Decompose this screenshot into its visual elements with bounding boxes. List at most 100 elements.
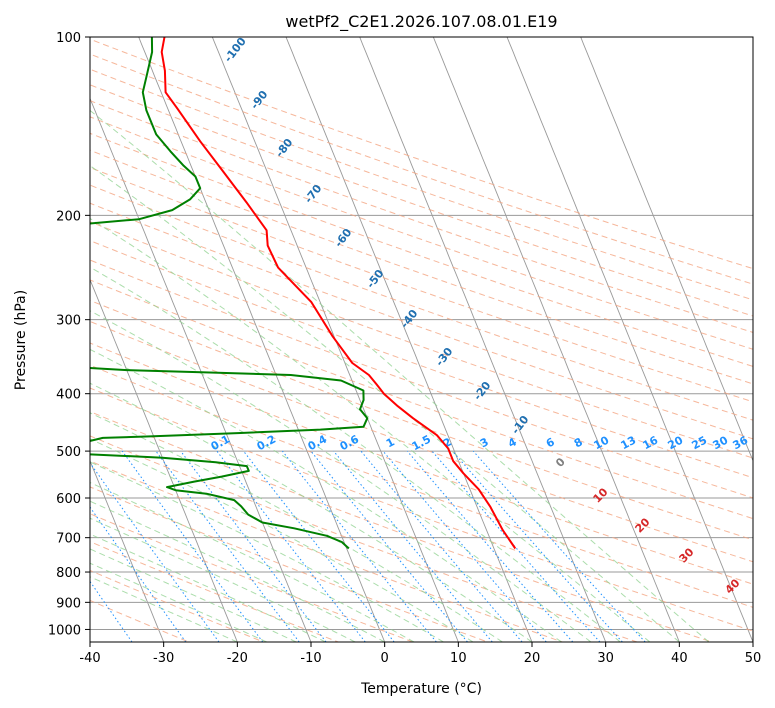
x-tick-label: -40 — [79, 651, 100, 666]
dry-adiabat-line — [90, 221, 753, 459]
dry-adiabat-line — [90, 84, 753, 317]
moist-adiabat-label: 30 — [677, 545, 697, 565]
dry-adiabat-label: -100 — [222, 35, 249, 65]
mixing-ratio-label: 1 — [384, 435, 397, 450]
moist-adiabat-line — [90, 461, 444, 642]
mixing-ratio-label: 6 — [544, 435, 557, 450]
dry-adiabat-label: -80 — [273, 136, 296, 160]
moist-adiabat-label: 40 — [723, 576, 743, 596]
dry-adiabat-label: -40 — [398, 307, 421, 331]
moist-adiabat-line — [90, 438, 474, 642]
mixing-ratio-line — [121, 450, 264, 642]
x-tick-label: 30 — [597, 651, 614, 666]
dry-adiabat-line — [90, 387, 753, 632]
x-tick-label: 10 — [450, 651, 467, 666]
isotherm-line — [90, 459, 165, 642]
moist-adiabat-line — [90, 165, 680, 642]
y-tick-label: 700 — [56, 532, 81, 547]
mixing-ratio-label: 0.6 — [338, 432, 362, 453]
x-tick-label: 20 — [524, 651, 541, 666]
moist-adiabat-line — [90, 412, 503, 642]
dry-adiabat-line — [90, 513, 414, 642]
mixing-ratio-label: 16 — [641, 433, 661, 452]
mixing-ratio-label: 30 — [711, 433, 731, 452]
isotherm-line — [285, 37, 533, 642]
x-tick-label: -30 — [153, 651, 174, 666]
mixing-ratio-line — [90, 462, 220, 642]
moist-adiabat-label: 20 — [633, 515, 653, 535]
dry-adiabat-line — [90, 166, 753, 403]
dry-adiabat-line — [90, 486, 488, 642]
x-axis-label: Temperature (°C) — [360, 681, 482, 697]
dry-adiabat-line — [90, 149, 753, 385]
mixing-ratio-line — [310, 450, 468, 642]
moist-adiabat-label: 10 — [591, 485, 611, 505]
dry-adiabat-label: -10 — [509, 413, 532, 437]
mixing-ratio-line — [472, 450, 646, 642]
moist-adiabat-line — [90, 266, 621, 642]
mixing-ratio-line — [155, 450, 300, 642]
moist-adiabat-line — [90, 310, 592, 642]
x-tick-label: 0 — [381, 651, 389, 666]
dry-adiabat-line — [90, 299, 753, 541]
moist-adiabat-line — [90, 533, 326, 642]
dry-adiabat-line — [90, 279, 753, 520]
dry-adiabat-line — [90, 240, 753, 479]
plot-frame — [89, 36, 754, 643]
x-tick-label: -20 — [227, 651, 248, 666]
dry-adiabat-line — [90, 100, 753, 333]
y-tick-label: 600 — [56, 492, 81, 507]
isotherm-line — [580, 37, 753, 462]
y-axis-label: Pressure (hPa) — [13, 290, 29, 390]
mixing-ratio-line — [282, 450, 437, 642]
dry-adiabat-label: -60 — [332, 226, 355, 250]
dry-adiabat-label: -30 — [433, 345, 456, 369]
x-tick-label: -10 — [300, 651, 321, 666]
y-tick-label: 900 — [56, 596, 81, 611]
y-tick-label: 400 — [56, 388, 81, 403]
dry-adiabat-line — [90, 132, 753, 367]
background-lines — [90, 37, 753, 642]
mixing-ratio-label: 36 — [731, 433, 751, 452]
y-tick-label: 800 — [56, 566, 81, 581]
dry-adiabat-line — [90, 116, 753, 350]
mixing-ratio-label: 8 — [572, 435, 585, 450]
moist-adiabat-line — [90, 562, 268, 642]
mixing-ratio-label: 0.1 — [209, 433, 232, 454]
mixing-ratio-line — [90, 506, 187, 642]
mixing-ratio-label: 13 — [619, 434, 639, 453]
y-tick-label: 100 — [56, 31, 81, 46]
y-tick-label: 200 — [56, 209, 81, 224]
mixing-ratio-line — [243, 450, 395, 642]
dry-adiabat-line — [90, 38, 753, 270]
mixing-ratio-line — [90, 580, 133, 642]
dry-adiabat-line — [90, 202, 753, 440]
moist-adiabat-line — [90, 517, 356, 642]
dry-adiabat-line — [90, 184, 753, 421]
dry-adiabat-label: -20 — [471, 379, 494, 403]
mixing-ratio-label: 10 — [592, 433, 612, 452]
dry-adiabat-line — [90, 364, 753, 608]
mixing-ratio-line — [431, 450, 601, 642]
mixing-ratio-label: 4 — [506, 435, 519, 450]
mixing-ratio-label: 1.5 — [410, 433, 433, 454]
dry-adiabat-line — [90, 460, 563, 642]
dry-adiabat-line — [90, 320, 753, 563]
temperature-profile — [160, 37, 517, 550]
moist-adiabat-line — [90, 217, 651, 642]
dry-adiabat-line — [90, 342, 753, 585]
dry-adiabat-label: -90 — [248, 88, 271, 112]
y-axis: 100 200 300 400 500 600 700 800 900 1000 — [48, 31, 90, 638]
dry-adiabat-label: -50 — [364, 267, 387, 291]
isotherm-line — [90, 278, 238, 642]
profile-lines — [90, 37, 517, 550]
mixing-ratio-line — [333, 450, 493, 642]
isotherm-line — [506, 37, 753, 642]
x-axis: -40 -30 -20 -10 0 10 20 30 40 50 — [79, 642, 761, 666]
moist-adiabat-line — [90, 109, 710, 642]
mixing-ratio-line — [216, 450, 366, 642]
mixing-ratio-line — [452, 450, 623, 642]
mixing-ratio-line — [406, 450, 574, 642]
y-tick-label: 500 — [56, 445, 81, 460]
